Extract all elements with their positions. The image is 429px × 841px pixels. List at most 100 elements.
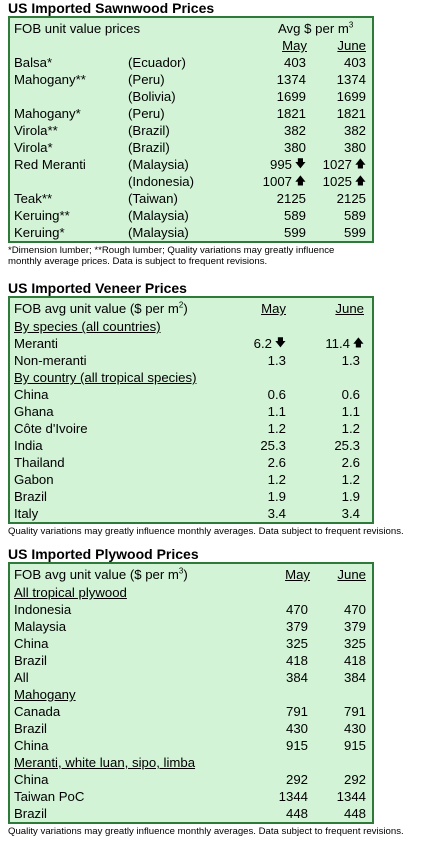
veneer-col-june: June — [335, 301, 364, 316]
sawnwood-row: Virola** (Brazil) 382 382 — [10, 122, 372, 139]
sawnwood-june-value: 1699 — [336, 89, 366, 104]
sawnwood-row: (Bolivia) 1699 1699 — [10, 88, 372, 105]
arrow-down-icon: 🡇 — [294, 158, 306, 170]
veneer-col-may: May — [261, 301, 286, 316]
sawnwood-country: (Peru) — [128, 106, 165, 121]
plywood-section: US Imported Plywood Prices FOB avg unit … — [8, 546, 404, 837]
plywood-group-heading-row: Mahogany — [10, 686, 372, 703]
plywood-may-value: 915 — [285, 738, 308, 753]
plywood-rows: All tropical plywood Indonesia 470 470 Malay… — [10, 584, 372, 822]
arrow-up-icon: 🡅 — [294, 175, 306, 187]
sawnwood-species: Keruing* — [14, 225, 65, 240]
sawnwood-row: Balsa* (Ecuador) 403 403 — [10, 54, 372, 71]
plywood-country: China — [14, 738, 49, 753]
plywood-group-heading-row: All tropical plywood — [10, 584, 372, 601]
plywood-may-value: 384 — [285, 670, 308, 685]
veneer-country-name: China — [14, 387, 49, 402]
plywood-june-value: 448 — [343, 806, 366, 821]
plywood-group-heading-row: Meranti, white luan, sipo, limba — [10, 754, 372, 771]
plywood-may-value: 791 — [285, 704, 308, 719]
sawnwood-title: US Imported Sawnwood Prices — [8, 0, 215, 16]
sawnwood-may-value: 1699 — [276, 89, 306, 104]
veneer-section: US Imported Veneer Prices FOB avg unit v… — [8, 280, 404, 537]
veneer-country-name: Thailand — [14, 455, 65, 470]
plywood-country: Brazil — [14, 806, 47, 821]
sawnwood-country: (Ecuador) — [128, 55, 186, 70]
sawnwood-header-row: FOB unit value prices Avg $ per m3 — [10, 20, 372, 37]
plywood-table: FOB avg unit value ($ per m3) May June A… — [8, 562, 374, 824]
plywood-row: All 384 384 — [10, 669, 372, 686]
veneer-may-value: 0.6 — [267, 387, 286, 402]
veneer-country-name: Gabon — [14, 472, 54, 487]
veneer-june-value: 1.3 — [341, 353, 360, 368]
veneer-species-row: Meranti 6.2 11.4 🡇 🡅 — [10, 335, 372, 352]
plywood-country: Brazil — [14, 721, 47, 736]
sawnwood-june-value: 1027 — [322, 157, 352, 172]
veneer-header-row: FOB avg unit value ($ per m2) May June — [10, 300, 372, 318]
sawnwood-country: (Malaysia) — [128, 157, 189, 172]
veneer-country-name: Côte d'Ivoire — [14, 421, 88, 436]
sawnwood-may-value: 382 — [283, 123, 306, 138]
plywood-row: Brazil 418 418 — [10, 652, 372, 669]
sawnwood-months-row: May June — [10, 37, 372, 54]
plywood-header-row: FOB avg unit value ($ per m3) May June — [10, 566, 372, 584]
plywood-row: Taiwan PoC 1344 1344 — [10, 788, 372, 805]
sawnwood-country: (Bolivia) — [128, 89, 176, 104]
veneer-may-value: 6.2 — [253, 336, 272, 351]
sawnwood-row: Teak** (Taiwan) 2125 2125 — [10, 190, 372, 207]
veneer-title: US Imported Veneer Prices — [8, 280, 187, 296]
veneer-june-value: 11.4 — [325, 336, 350, 351]
sawnwood-species: Virola** — [14, 123, 58, 138]
plywood-country: Indonesia — [14, 602, 72, 617]
plywood-may-value: 470 — [285, 602, 308, 617]
sawnwood-country: (Taiwan) — [128, 191, 178, 206]
plywood-group-heading: Mahogany — [14, 687, 76, 702]
veneer-may-value: 1.9 — [267, 489, 286, 504]
plywood-country: Canada — [14, 704, 61, 719]
veneer-country-row: Gabon 1.2 1.2 — [10, 471, 372, 488]
sawnwood-row: (Indonesia) 1007 1025 🡅 🡅 — [10, 173, 372, 190]
sawnwood-june-value: 1374 — [336, 72, 366, 87]
plywood-row: Brazil 448 448 — [10, 805, 372, 822]
veneer-may-value: 1.2 — [267, 421, 286, 436]
sawnwood-country: (Brazil) — [128, 123, 170, 138]
sawnwood-rows: Balsa* (Ecuador) 403 403 Mahogany** (Peru) 137… — [10, 54, 372, 241]
plywood-title: US Imported Plywood Prices — [8, 546, 199, 562]
sawnwood-header-left: FOB unit value prices — [14, 21, 141, 36]
veneer-june-value: 25.3 — [334, 438, 360, 453]
plywood-country: All — [14, 670, 29, 685]
sawnwood-species: Keruing** — [14, 208, 70, 223]
veneer-country-row: Thailand 2.6 2.6 — [10, 454, 372, 471]
plywood-june-value: 470 — [343, 602, 366, 617]
sawnwood-col-june: June — [337, 38, 366, 53]
veneer-june-value: 1.2 — [341, 421, 360, 436]
sawnwood-table: FOB unit value prices Avg $ per m3 May J… — [8, 16, 374, 243]
plywood-june-value: 430 — [343, 721, 366, 736]
sawnwood-june-value: 589 — [343, 208, 366, 223]
plywood-note: Quality variations may greatly influence… — [8, 826, 404, 837]
sawnwood-species: Mahogany* — [14, 106, 81, 121]
veneer-country-row: Italy 3.4 3.4 — [10, 505, 372, 522]
veneer-country-row: China 0.6 0.6 — [10, 386, 372, 403]
plywood-may-value: 418 — [285, 653, 308, 668]
sawnwood-country: (Malaysia) — [128, 225, 189, 240]
veneer-header-left: FOB avg unit value ($ per m2) — [14, 300, 188, 316]
veneer-june-value: 1.9 — [341, 489, 360, 504]
veneer-species-name: Non-meranti — [14, 353, 87, 368]
plywood-may-value: 325 — [285, 636, 308, 651]
veneer-june-value: 1.2 — [341, 472, 360, 487]
plywood-group-heading: All tropical plywood — [14, 585, 127, 600]
veneer-country-row: Brazil 1.9 1.9 — [10, 488, 372, 505]
arrow-up-icon: 🡅 — [354, 175, 366, 187]
plywood-june-value: 1344 — [336, 789, 366, 804]
plywood-country: Malaysia — [14, 619, 67, 634]
plywood-may-value: 448 — [285, 806, 308, 821]
veneer-species-name: Meranti — [14, 336, 58, 351]
plywood-june-value: 418 — [343, 653, 366, 668]
arrow-up-icon: 🡅 — [352, 337, 364, 349]
veneer-country-heading-row: By country (all tropical species) — [10, 369, 372, 386]
veneer-june-value: 1.1 — [341, 404, 360, 419]
veneer-country-rows: China 0.6 0.6 Ghana 1.1 1.1 Côte d'Ivoire 1.2 1.… — [10, 386, 372, 522]
plywood-country: Taiwan PoC — [14, 789, 85, 804]
sawnwood-note-2: monthly average prices. Data is subject … — [8, 256, 268, 267]
